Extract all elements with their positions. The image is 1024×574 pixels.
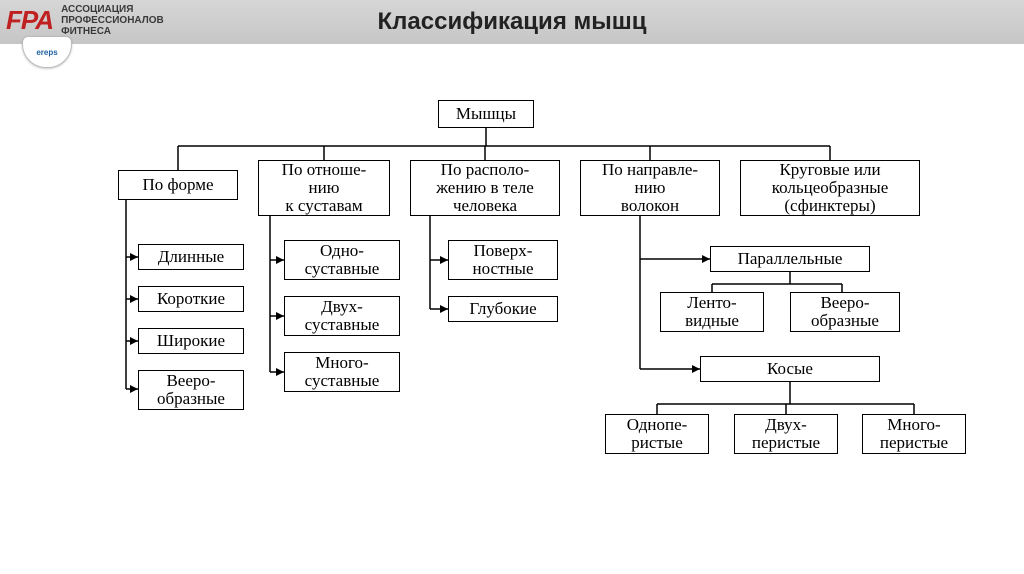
node-k1: Однопе- ристые (605, 414, 709, 454)
node-p: Параллельные (710, 246, 870, 272)
node-c4: По направле- нию волокон (580, 160, 720, 216)
node-j3: Много- суставные (284, 352, 400, 392)
node-j1: Одно- суставные (284, 240, 400, 280)
node-f2: Короткие (138, 286, 244, 312)
node-f1: Длинные (138, 244, 244, 270)
node-k2: Двух- перистые (734, 414, 838, 454)
node-p1: Ленто- видные (660, 292, 764, 332)
node-l1: Поверх- ностные (448, 240, 558, 280)
node-p2: Вееро- образные (790, 292, 900, 332)
node-k: Косые (700, 356, 880, 382)
node-j2: Двух- суставные (284, 296, 400, 336)
node-k3: Много- перистые (862, 414, 966, 454)
node-l2: Глубокие (448, 296, 558, 322)
node-c2: По отноше- нию к суставам (258, 160, 390, 216)
node-c1: По форме (118, 170, 238, 200)
node-f4: Вееро- образные (138, 370, 244, 410)
node-f3: Широкие (138, 328, 244, 354)
node-c3: По располо- жению в теле человека (410, 160, 560, 216)
node-root: Мышцы (438, 100, 534, 128)
node-c5: Круговые или кольцеобразные (сфинктеры) (740, 160, 920, 216)
